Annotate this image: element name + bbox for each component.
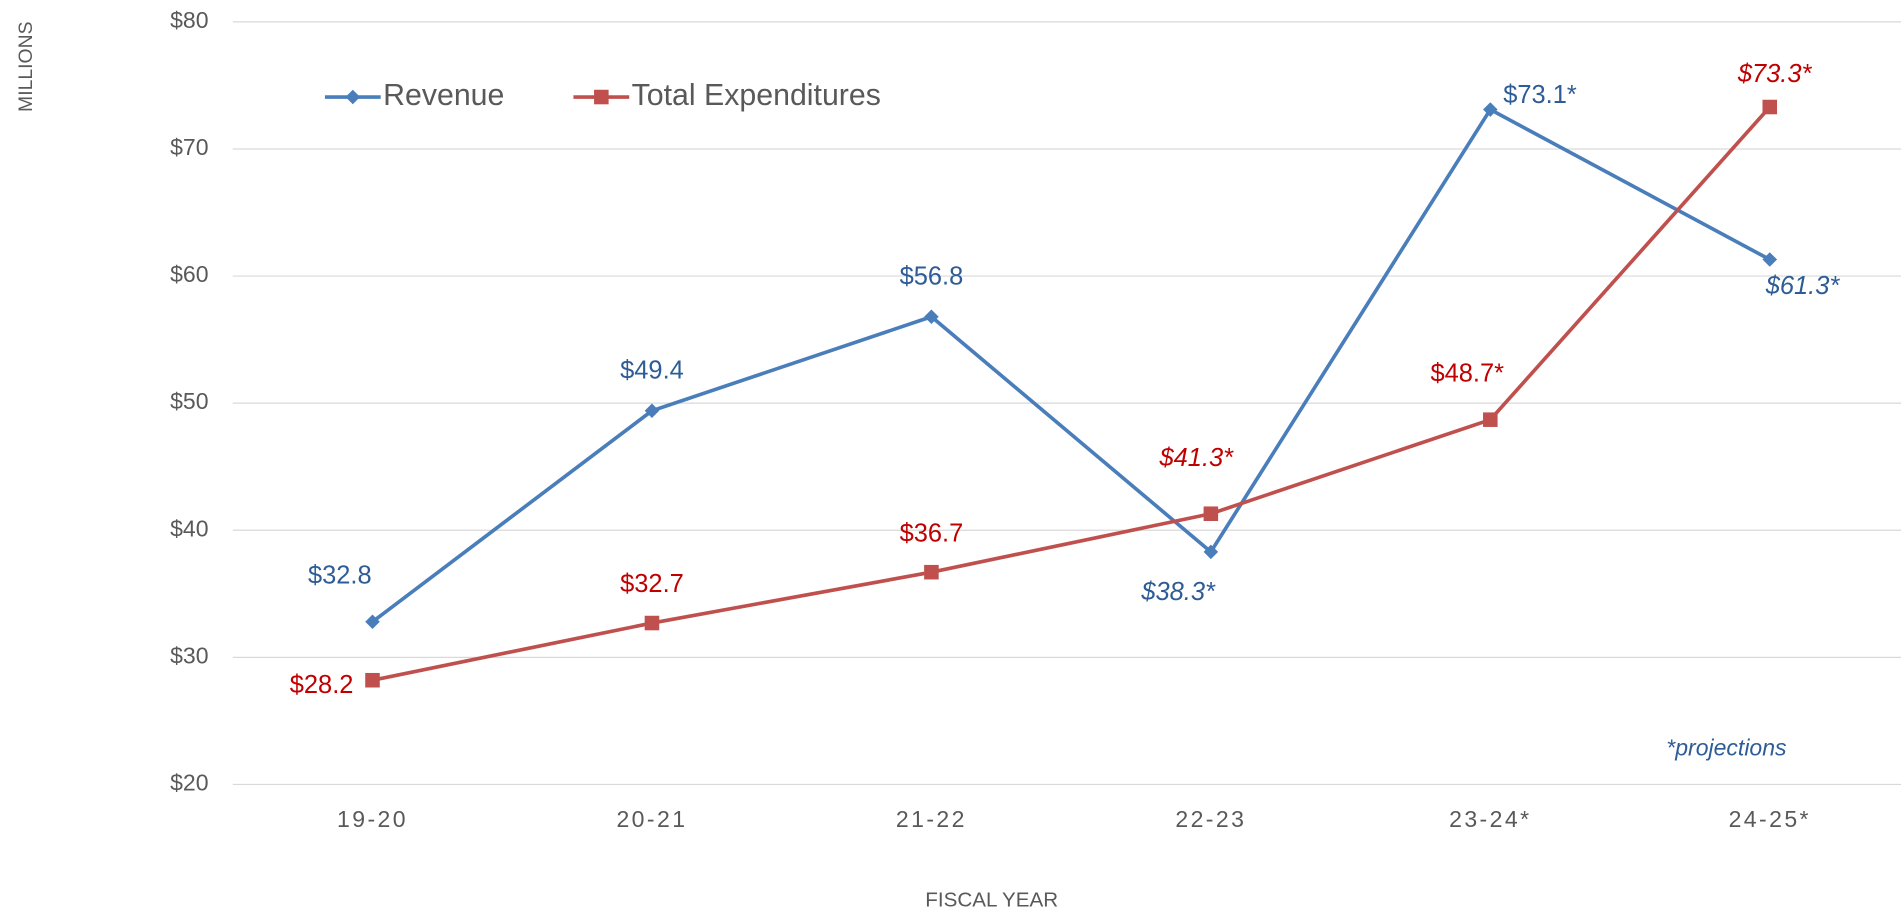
annotation: *projections — [1666, 734, 1787, 760]
x-tick-label: 19-20 — [337, 806, 408, 832]
data-label: $73.3* — [1737, 60, 1813, 88]
data-label: $61.3* — [1765, 272, 1841, 300]
y-tick-label: $50 — [170, 388, 208, 414]
data-point — [1762, 252, 1778, 267]
data-label: $28.2 — [290, 671, 354, 699]
legend-marker — [345, 89, 361, 105]
x-tick-label: 21-22 — [896, 806, 967, 832]
data-label: $38.3* — [1140, 578, 1216, 606]
data-label: $36.7 — [900, 519, 964, 547]
y-tick-label: $80 — [170, 7, 208, 33]
series-line — [372, 105, 1772, 683]
legend-marker — [594, 89, 609, 105]
data-point — [1483, 412, 1498, 427]
y-tick-label: $60 — [170, 261, 208, 287]
data-point — [1203, 506, 1219, 522]
data-point — [365, 614, 380, 630]
y-tick-label: $40 — [170, 515, 208, 541]
data-label: $56.8 — [900, 263, 964, 291]
data-label: $73.1* — [1503, 81, 1577, 109]
y-axis-label: MILLIONS — [15, 21, 37, 112]
data-label: $32.8 — [308, 562, 372, 590]
x-axis-label: FISCAL YEAR — [925, 888, 1058, 911]
data-point — [924, 564, 939, 580]
y-tick-label: $70 — [170, 134, 208, 160]
x-tick-label: 20-21 — [616, 806, 687, 832]
x-tick-label: 22-23 — [1175, 806, 1246, 832]
data-label: $41.3* — [1159, 444, 1235, 472]
data-point — [1762, 99, 1778, 115]
y-tick-label: $20 — [170, 770, 208, 796]
data-label: $49.4 — [620, 357, 684, 385]
x-tick-label: 24-25* — [1729, 806, 1811, 832]
legend-label: Total Expenditures — [632, 79, 881, 112]
data-label: $48.7* — [1430, 360, 1504, 388]
legend-label: Revenue — [383, 79, 504, 112]
data-point — [644, 615, 660, 631]
series-line — [371, 107, 1771, 624]
data-label: $32.7 — [620, 570, 684, 598]
y-tick-label: $30 — [170, 642, 208, 668]
data-point — [365, 672, 380, 688]
x-tick-label: 23-24* — [1449, 806, 1531, 832]
